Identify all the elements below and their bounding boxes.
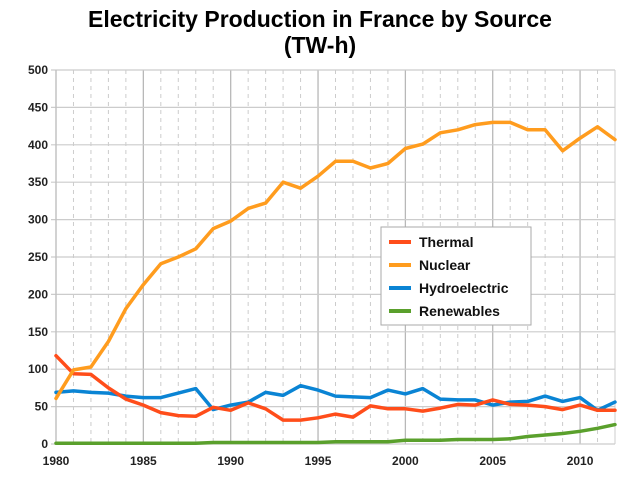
x-axis-ticks: 1980 1985 1990 1995 2000 2005 2010 <box>43 454 594 468</box>
chart-title: Electricity Production in France by Sour… <box>0 6 640 58</box>
x-tick-label: 1995 <box>305 454 332 468</box>
legend-label-nuclear: Nuclear <box>419 257 471 273</box>
x-tick-label: 2010 <box>567 454 594 468</box>
legend-label-thermal: Thermal <box>419 234 473 250</box>
y-tick-label: 150 <box>28 325 48 339</box>
x-tick-label: 1990 <box>217 454 244 468</box>
series-line-hydroelectric <box>54 383 617 413</box>
y-tick-label: 200 <box>28 287 48 301</box>
y-tick-label: 300 <box>28 213 48 227</box>
chart-title-main: Electricity Production in France by Sour… <box>88 6 552 32</box>
y-tick-label: 450 <box>28 100 48 114</box>
legend: Thermal Nuclear Hydroelectric Renewables <box>380 226 532 326</box>
y-tick-label: 350 <box>28 175 48 189</box>
series-lines <box>54 120 617 446</box>
legend-label-renewables: Renewables <box>419 303 500 319</box>
series-line-renewables <box>54 422 617 446</box>
y-tick-label: 0 <box>41 437 48 451</box>
x-tick-label: 1985 <box>130 454 157 468</box>
series-line-thermal <box>54 353 617 422</box>
x-tick-label: 1980 <box>43 454 70 468</box>
y-tick-label: 250 <box>28 250 48 264</box>
x-tick-label: 2005 <box>479 454 506 468</box>
y-tick-label: 400 <box>28 138 48 152</box>
legend-label-hydroelectric: Hydroelectric <box>419 280 509 296</box>
series-line-nuclear <box>54 120 617 401</box>
y-tick-label: 100 <box>28 362 48 376</box>
x-tick-label: 2000 <box>392 454 419 468</box>
chart-subtitle: (TW-h) <box>283 32 357 58</box>
y-axis-ticks: 0 50 100 150 200 250 300 350 400 450 500 <box>28 63 48 451</box>
y-tick-label: 500 <box>28 63 48 77</box>
y-tick-label: 50 <box>35 400 49 414</box>
